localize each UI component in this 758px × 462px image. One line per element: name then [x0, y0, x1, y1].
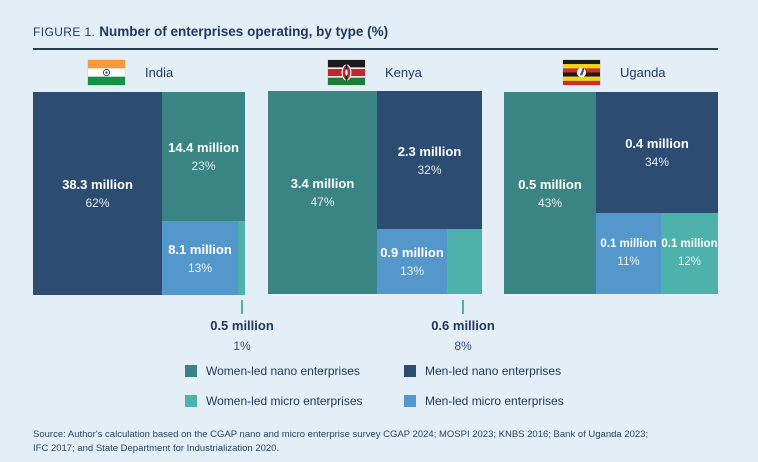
segment-uganda-men-led-micro: 0.1 million 11%: [596, 213, 661, 294]
legend-swatch-women-led-micro: [185, 395, 197, 407]
segment-percent: 62%: [85, 196, 110, 210]
callout-tick-line: [241, 300, 243, 314]
legend-label: Men-led nano enterprises: [425, 364, 562, 378]
callout-kenya-women-led-micro: 0.6 million 8%: [398, 300, 528, 352]
segment-value: 14.4 million: [168, 140, 239, 155]
segment-kenya-men-led-nano: 2.3 million 32%: [377, 91, 482, 229]
country-header-kenya: Kenya: [328, 60, 422, 85]
country-header-uganda: Uganda: [563, 60, 666, 85]
segment-value: 8.1 million: [168, 241, 232, 257]
figure-header: FIGURE 1. Number of enterprises operating…: [33, 23, 718, 50]
treemap-kenya: 3.4 million 47% 2.3 million 32% 0.9 mill…: [268, 91, 482, 294]
segment-percent: 43%: [537, 195, 563, 210]
callout-india-women-led-micro: 0.5 million 1%: [177, 300, 307, 352]
segment-value: 0.1 million: [600, 238, 657, 250]
segment-value: 38.3 million: [62, 177, 133, 192]
treemap-india: 38.3 million 62% 14.4 million 23% 8.1 mi…: [33, 92, 245, 295]
legend-item-women-led-nano: Women-led nano enterprises: [185, 364, 404, 378]
segment-value: 3.4 million: [290, 176, 355, 191]
uganda-flag-icon: [563, 60, 600, 85]
segment-india-women-led-nano: 14.4 million 23%: [162, 92, 245, 221]
segment-kenya-men-led-micro: 0.9 million 13%: [377, 229, 447, 294]
legend-swatch-men-led-nano: [404, 365, 416, 377]
segment-india-women-led-micro: [238, 221, 245, 295]
callout-percent: 8%: [454, 339, 472, 353]
legend: Women-led nano enterprises Men-led nano …: [185, 364, 564, 408]
segment-kenya-women-led-nano: 3.4 million 47%: [268, 91, 377, 294]
country-header-india: India: [88, 60, 173, 85]
segment-india-men-led-nano: 38.3 million 62%: [33, 92, 162, 295]
callout-value: 0.5 million: [210, 318, 274, 333]
segment-percent: 11%: [617, 255, 640, 268]
callout-value: 0.6 million: [431, 318, 495, 333]
kenya-flag-icon: [328, 60, 365, 85]
source-text: Source: Author's calculation based on th…: [33, 428, 733, 456]
legend-item-men-led-nano: Men-led nano enterprises: [404, 364, 564, 378]
segment-value: 2.3 million: [397, 143, 462, 159]
segment-india-men-led-micro: 8.1 million 13%: [162, 221, 238, 295]
callout-tick-line: [462, 300, 464, 314]
segment-uganda-men-led-nano: 0.4 million 34%: [596, 92, 718, 213]
legend-swatch-men-led-micro: [404, 395, 416, 407]
legend-label: Women-led nano enterprises: [206, 364, 360, 378]
legend-label: Women-led micro enterprises: [206, 394, 363, 408]
legend-swatch-women-led-nano: [185, 365, 197, 377]
segment-percent: 13%: [187, 260, 213, 275]
country-label-india: India: [145, 65, 174, 80]
india-flag-icon: [88, 60, 125, 85]
segment-value: 0.4 million: [625, 136, 689, 151]
segment-percent: 23%: [191, 159, 216, 173]
treemap-uganda: 0.5 million 43% 0.4 million 34% 0.1 mill…: [504, 92, 718, 294]
figure-label: FIGURE 1.: [33, 25, 96, 39]
segment-kenya-women-led-micro: [447, 229, 482, 294]
country-label-kenya: Kenya: [385, 65, 422, 80]
legend-label: Men-led micro enterprises: [425, 394, 564, 408]
segment-percent: 12%: [677, 255, 702, 268]
segment-percent: 32%: [417, 162, 442, 177]
country-label-uganda: Uganda: [620, 65, 666, 80]
source-line-2: IFC 2017; and State Department for Indus…: [33, 443, 280, 454]
figure-title: Number of enterprises operating, by type…: [99, 24, 389, 39]
legend-item-men-led-micro: Men-led micro enterprises: [404, 394, 564, 408]
segment-value: 0.5 million: [518, 176, 582, 192]
callout-percent: 1%: [233, 339, 251, 353]
segment-uganda-women-led-nano: 0.5 million 43%: [504, 92, 596, 294]
legend-item-women-led-micro: Women-led micro enterprises: [185, 394, 404, 408]
segment-percent: 47%: [310, 195, 335, 209]
segment-uganda-women-led-micro: 0.1 million 12%: [661, 213, 718, 294]
segment-value: 0.9 million: [380, 245, 444, 260]
segment-value: 0.1 million: [661, 238, 718, 250]
source-line-1: Source: Author's calculation based on th…: [33, 429, 649, 440]
segment-percent: 13%: [399, 264, 425, 278]
segment-percent: 34%: [644, 155, 670, 169]
